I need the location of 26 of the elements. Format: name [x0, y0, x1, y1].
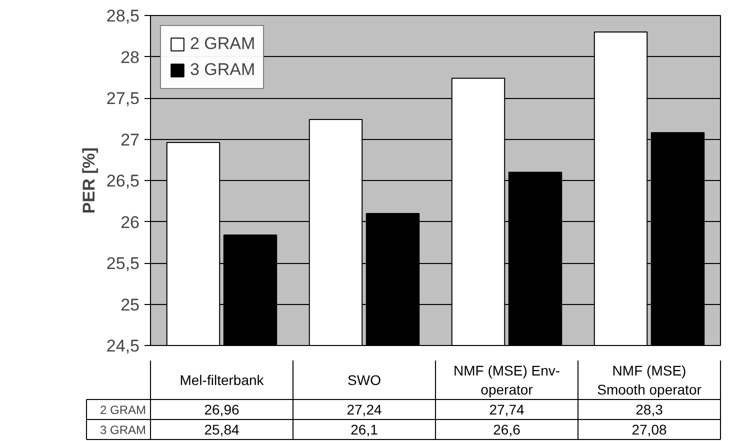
data-label: 28,3 — [636, 402, 664, 418]
x-tick-label: SWO — [348, 372, 382, 388]
y-tick-label: 24,5 — [106, 336, 140, 356]
y-tick-label: 26,5 — [106, 172, 140, 190]
legend-label: 3 GRAM — [190, 60, 256, 80]
data-label: 25,84 — [204, 422, 240, 438]
data-label: 26,96 — [204, 402, 240, 418]
legend-label: 2 GRAM — [190, 34, 256, 54]
data-label: 26,1 — [350, 422, 378, 438]
y-tick-label: 28,5 — [106, 6, 140, 26]
text: 3 GRAM — [100, 423, 146, 437]
data-label: 27,74 — [489, 402, 524, 418]
x-tick-label: NMF (MSE) Env-operator — [453, 362, 560, 398]
data-label: 26,6 — [493, 422, 521, 438]
y-tick-label: 25,5 — [106, 254, 140, 273]
y-tick-label: 28 — [120, 48, 140, 67]
x-tick-label: NMF (MSE) Smooth operator — [597, 362, 702, 398]
data-label: 27,08 — [632, 422, 667, 438]
y-axis-title: PER [%] — [79, 147, 98, 214]
y-tick-label: 27 — [120, 130, 140, 150]
y-tick-label: 26 — [120, 212, 140, 232]
y-tick-label: 25 — [120, 295, 140, 314]
data-label: 27,24 — [346, 402, 382, 418]
y-tick-label: 27,5 — [106, 89, 140, 108]
text: 2 GRAM — [100, 403, 146, 417]
x-tick-label: Mel-filterbank — [180, 372, 265, 388]
